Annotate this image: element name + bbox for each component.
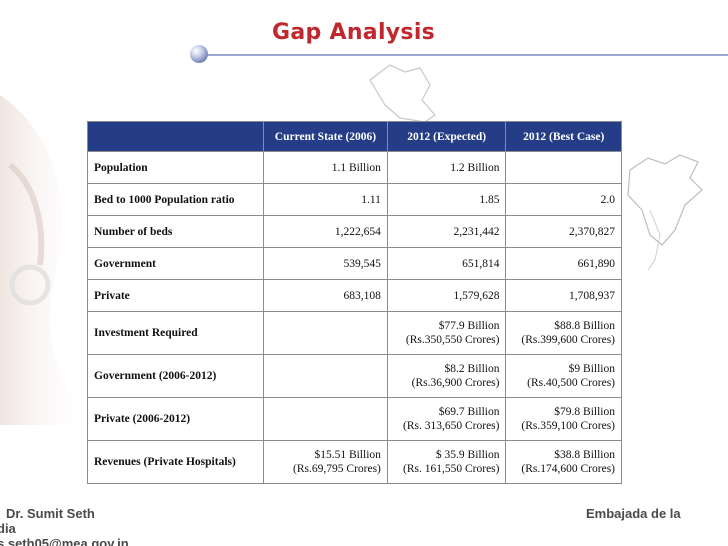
footer-embassy: Embajada de la [586, 506, 681, 521]
row-label: Population [87, 151, 264, 184]
title-divider [205, 54, 728, 56]
cell-expected: 651,814 [386, 247, 507, 280]
table-row: Government (2006-2012) $8.2 Billion (Rs.3… [87, 354, 622, 398]
cell-expected: $ 35.9 Billion (Rs. 161,550 Crores) [386, 440, 507, 484]
table-row: Bed to 1000 Population ratio 1.11 1.85 2… [87, 183, 622, 216]
cell-expected: $8.2 Billion (Rs.36,900 Crores) [386, 354, 507, 398]
table-row: Number of beds 1,222,654 2,231,442 2,370… [87, 215, 622, 248]
cell-best-case: 1,708,937 [505, 279, 622, 312]
row-label: Revenues (Private Hospitals) [87, 440, 264, 484]
cell-best-case: 2,370,827 [505, 215, 622, 248]
cell-best-case: $88.8 Billion (Rs.399,600 Crores) [505, 311, 622, 355]
footer-author: Dr. Sumit Seth [6, 506, 95, 521]
footer-country: dia [0, 521, 16, 536]
footer-email: s.seth05@mea.gov.in [0, 536, 129, 546]
table-row: Government 539,545 651,814 661,890 [87, 247, 622, 280]
row-label: Government (2006-2012) [87, 354, 264, 398]
cell-expected: $69.7 Billion (Rs. 313,650 Crores) [386, 397, 507, 441]
cell-expected: 2,231,442 [386, 215, 507, 248]
cell-best-case: $9 Billion (Rs.40,500 Crores) [505, 354, 622, 398]
cell-best-case: 2.0 [505, 183, 622, 216]
header-cell-current: Current State (2006) [263, 121, 388, 152]
india-map-decoration [369, 64, 703, 271]
cell-current [263, 354, 388, 398]
row-label: Investment Required [87, 311, 264, 355]
cell-best-case [505, 151, 622, 184]
table-row: Revenues (Private Hospitals) $15.51 Bill… [87, 440, 622, 484]
cell-current: $15.51 Billion (Rs.69,795 Crores) [263, 440, 388, 484]
row-label: Government [87, 247, 264, 280]
cell-current: 1.1 Billion [263, 151, 388, 184]
cell-expected: $77.9 Billion (Rs.350,550 Crores) [386, 311, 507, 355]
cell-expected: 1,579,628 [386, 279, 507, 312]
cell-current: 1.11 [263, 183, 388, 216]
table-row: Population 1.1 Billion 1.2 Billion [87, 151, 622, 184]
table-row: Investment Required $77.9 Billion (Rs.350… [87, 311, 622, 355]
table-row: Private 683,108 1,579,628 1,708,937 [87, 279, 622, 312]
cell-current [263, 397, 388, 441]
cell-current: 683,108 [263, 279, 388, 312]
bullet-orb-icon [190, 45, 208, 63]
table-row: Private (2006-2012) $69.7 Billion (Rs. 31… [87, 397, 622, 441]
cell-best-case: 661,890 [505, 247, 622, 280]
cell-expected: 1.85 [386, 183, 507, 216]
header-cell-expected: 2012 (Expected) [386, 121, 507, 152]
cell-current [263, 311, 388, 355]
cell-expected: 1.2 Billion [386, 151, 507, 184]
header-cell-blank [87, 121, 264, 152]
gap-analysis-table: Current State (2006) 2012 (Expected) 201… [87, 121, 622, 484]
stethoscope-decoration [0, 95, 90, 425]
row-label: Private (2006-2012) [87, 397, 264, 441]
header-cell-best-case: 2012 (Best Case) [505, 121, 622, 152]
row-label: Bed to 1000 Population ratio [87, 183, 264, 216]
cell-best-case: $38.8 Billion (Rs.174,600 Crores) [505, 440, 622, 484]
table-header-row: Current State (2006) 2012 (Expected) 201… [87, 121, 622, 152]
row-label: Number of beds [87, 215, 264, 248]
cell-current: 539,545 [263, 247, 388, 280]
page-title: Gap Analysis [272, 20, 436, 45]
cell-best-case: $79.8 Billion (Rs.359,100 Crores) [505, 397, 622, 441]
row-label: Private [87, 279, 264, 312]
cell-current: 1,222,654 [263, 215, 388, 248]
